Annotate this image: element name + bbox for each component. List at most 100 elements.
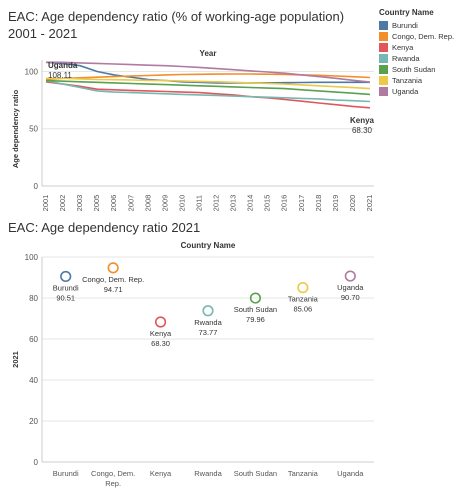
legend-label: Kenya <box>392 43 414 52</box>
point-uganda <box>344 270 356 282</box>
point-label: Kenya <box>150 329 172 338</box>
scatter-chart-title: EAC: Age dependency ratio 2021 <box>8 220 201 235</box>
point-rwanda <box>202 305 214 317</box>
x-tick-label: 2007 <box>126 195 135 212</box>
legend-label: Rwanda <box>392 54 420 63</box>
point-tanzania <box>297 282 309 294</box>
legend-label: South Sudan <box>392 65 436 74</box>
y-tick-label: 0 <box>34 182 39 191</box>
x-tick-label: 2005 <box>92 195 101 212</box>
point-value: 68.30 <box>151 339 170 348</box>
x-tick-label: 2019 <box>331 195 340 212</box>
x-tick-label: 2006 <box>109 195 118 212</box>
y-tick-label: 60 <box>29 335 38 344</box>
series-line-rwanda <box>45 79 371 103</box>
annotation-kenya-value: 68.30 <box>352 126 373 135</box>
x-tick-label: Burundi <box>53 469 79 478</box>
y-tick-label: 100 <box>25 67 39 76</box>
point-label: Rwanda <box>194 318 222 327</box>
legend-item-congo-dem-rep[interactable]: Congo, Dem. Rep. <box>379 31 474 42</box>
x-tick-label: Congo, Dem. <box>91 469 135 478</box>
legend-item-uganda[interactable]: Uganda <box>379 86 474 97</box>
x-tick-label: 2018 <box>314 195 323 212</box>
point-south-sudan <box>249 292 262 304</box>
legend-label: Congo, Dem. Rep. <box>392 32 455 41</box>
x-tick-label: 2012 <box>212 195 221 212</box>
legend-swatch <box>379 43 388 52</box>
x-tick-label: 2002 <box>58 195 67 212</box>
series-line-tanzania <box>46 77 371 90</box>
y-tick-label: 40 <box>29 376 38 385</box>
x-tick-label: 2015 <box>263 195 272 212</box>
line-chart: Year 0 50 100 2001 2002 2003 2005 2006 2007 2008 20… <box>11 49 375 212</box>
point-label: Uganda <box>337 283 364 292</box>
point-kenya <box>154 316 167 328</box>
y-tick-label: 20 <box>29 417 38 426</box>
x-tick-label: South Sudan <box>234 469 277 478</box>
legend-item-burundi[interactable]: Burundi <box>379 20 474 31</box>
legend-swatch <box>379 65 388 74</box>
legend-swatch <box>379 76 388 85</box>
x-tick-label: Tanzania <box>288 469 319 478</box>
legend-items: Burundi Congo, Dem. Rep. Kenya Rwanda South … <box>379 20 474 97</box>
y-axis-title: Age dependency ratio <box>11 89 20 168</box>
point-value: 90.51 <box>56 293 75 302</box>
legend-item-south-sudan[interactable]: South Sudan <box>379 64 474 75</box>
series-line-uganda <box>45 61 371 83</box>
x-tick-label: 2014 <box>246 195 255 212</box>
x-tick-label: 2016 <box>280 195 289 212</box>
x-tick-label-cont: Rep. <box>105 479 121 488</box>
point-label: Congo, Dem. Rep. <box>82 275 144 284</box>
x-tick-label: 2008 <box>143 195 152 212</box>
x-tick-label: 2021 <box>365 195 374 212</box>
legend-item-tanzania[interactable]: Tanzania <box>379 75 474 86</box>
x-axis-title: Country Name <box>181 241 236 250</box>
point-value: 73.77 <box>199 328 218 337</box>
x-tick-label: Uganda <box>337 469 364 478</box>
legend-label: Burundi <box>392 21 418 30</box>
legend-item-rwanda[interactable]: Rwanda <box>379 53 474 64</box>
point-value: 79.96 <box>246 315 265 324</box>
y-tick-label: 100 <box>25 253 39 262</box>
point-value: 85.06 <box>293 305 312 314</box>
x-tick-label: Kenya <box>150 469 172 478</box>
series-line-kenya <box>45 81 371 109</box>
point-value: 94.71 <box>104 285 123 294</box>
point-congo-dem-rep <box>107 262 119 274</box>
legend-title: Country Name <box>379 8 434 17</box>
legend-label: Uganda <box>392 87 419 96</box>
x-tick-label: 2017 <box>297 195 306 212</box>
legend-swatch <box>379 54 388 63</box>
point-label: South Sudan <box>234 305 277 314</box>
y-tick-label: 0 <box>34 458 39 467</box>
y-tick-label: 50 <box>29 125 38 134</box>
point-value: 90.70 <box>341 293 360 302</box>
legend: Country Name Burundi Congo, Dem. Rep. Keny… <box>379 8 474 97</box>
y-axis-title: 2021 <box>11 351 20 368</box>
point-label: Burundi <box>53 283 79 292</box>
point-label: Tanzania <box>288 295 319 304</box>
legend-label: Tanzania <box>392 76 423 85</box>
x-tick-label: 2020 <box>348 195 357 212</box>
legend-swatch <box>379 32 388 41</box>
x-tick-label: 2011 <box>194 195 203 211</box>
series-line-burundi <box>45 61 370 84</box>
point-burundi <box>60 270 72 283</box>
x-tick-label: 2003 <box>75 195 84 212</box>
annotation-uganda-value: 108.11 <box>48 71 72 80</box>
x-axis-title: Year <box>200 49 217 58</box>
x-tick-label: 2009 <box>160 195 169 212</box>
series-line-congo-dem-rep <box>45 73 371 81</box>
legend-swatch <box>379 87 388 96</box>
annotation-uganda-label: Uganda <box>48 61 78 70</box>
legend-item-kenya[interactable]: Kenya <box>379 42 474 53</box>
line-chart-title: EAC: Age dependency ratio (% of working-… <box>8 9 345 41</box>
annotation-kenya-label: Kenya <box>350 116 375 125</box>
legend-swatch <box>379 21 388 30</box>
x-tick-label: Rwanda <box>194 469 222 478</box>
x-tick-label: 2001 <box>41 195 50 212</box>
x-tick-label: 2013 <box>229 195 238 212</box>
series-line-south-sudan <box>45 79 371 96</box>
y-tick-label: 80 <box>29 294 38 303</box>
